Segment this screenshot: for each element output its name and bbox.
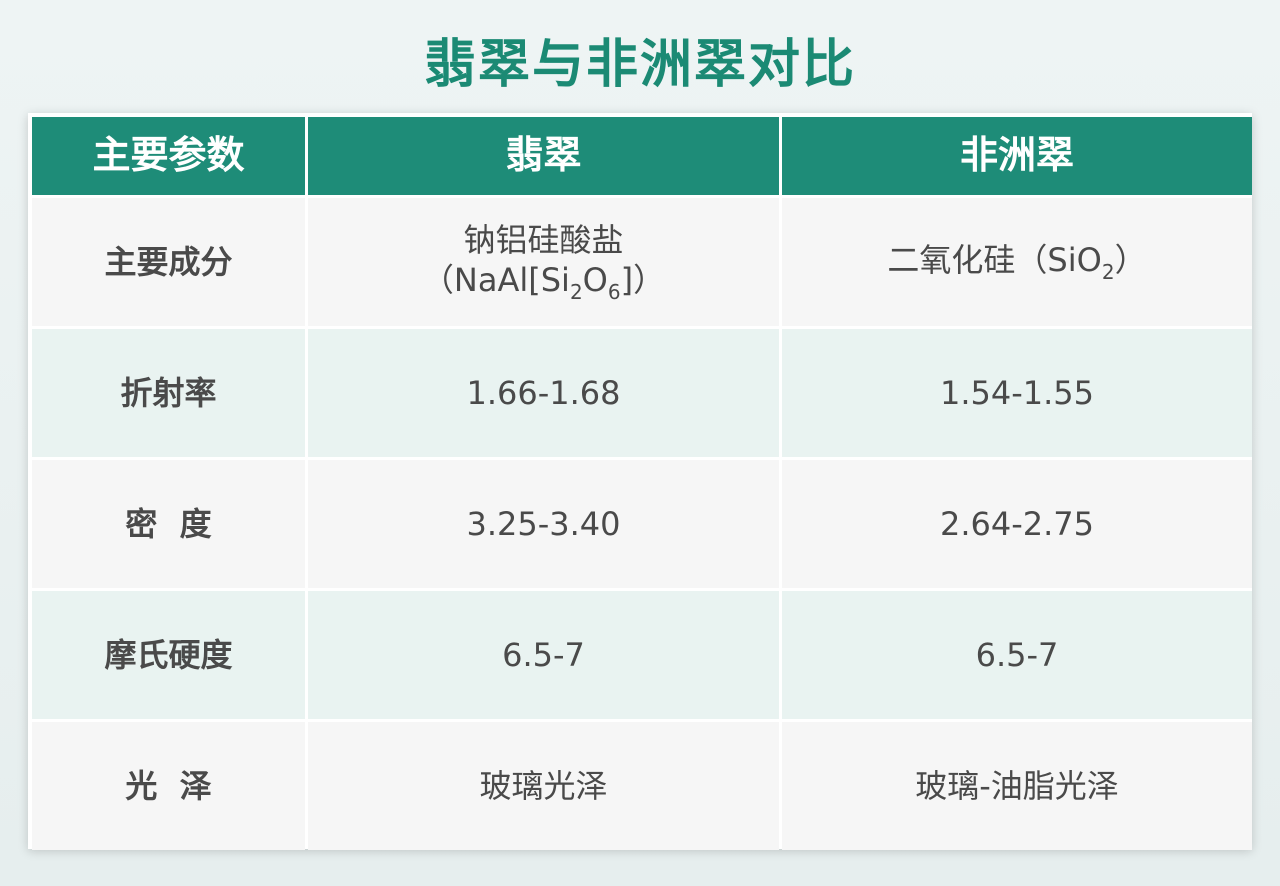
row-label: 主要成分 — [32, 198, 305, 326]
composition-name: 钠铝硅酸盐 — [463, 220, 624, 259]
african-value: 1.54-1.55 — [782, 329, 1252, 457]
comparison-table: 主要参数 翡翠 非洲翠 主要成分 钠铝硅酸盐 （NaAl[Si2O6]） 二氧化硅… — [28, 113, 1252, 850]
african-value: 2.64-2.75 — [782, 460, 1252, 588]
jade-value: 1.66-1.68 — [308, 329, 779, 457]
header-jade: 翡翠 — [308, 117, 779, 195]
african-composition: 二氧化硅（SiO2） — [782, 198, 1252, 326]
composition-formula: （NaAl[Si2O6]） — [421, 260, 666, 304]
african-value: 玻璃-油脂光泽 — [782, 722, 1252, 850]
row-label: 折射率 — [32, 329, 305, 457]
header-param: 主要参数 — [32, 117, 305, 195]
jade-composition: 钠铝硅酸盐 （NaAl[Si2O6]） — [308, 198, 779, 326]
row-label: 密 度 — [32, 460, 305, 588]
jade-value: 玻璃光泽 — [308, 722, 779, 850]
african-value: 6.5-7 — [782, 591, 1252, 719]
jade-value: 3.25-3.40 — [308, 460, 779, 588]
jade-value: 6.5-7 — [308, 591, 779, 719]
header-african-jade: 非洲翠 — [782, 117, 1252, 195]
row-label: 摩氏硬度 — [32, 591, 305, 719]
page-title: 翡翠与非洲翠对比 — [423, 35, 856, 95]
row-label: 光 泽 — [32, 722, 305, 850]
